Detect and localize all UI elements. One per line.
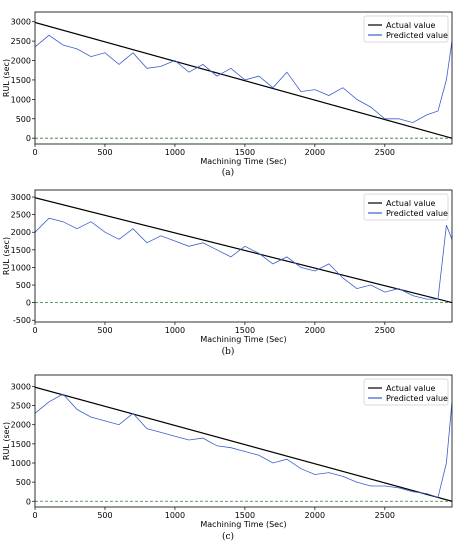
- x-tick-label: 2000: [305, 148, 325, 157]
- y-tick-label: 3000: [11, 18, 31, 27]
- x-tick-label: 500: [97, 511, 112, 520]
- y-tick-label: 0: [26, 299, 31, 308]
- x-tick-label: 2000: [305, 511, 325, 520]
- legend-label-predicted: Predicted value: [386, 31, 448, 40]
- x-tick-label: 1000: [165, 511, 185, 520]
- figure-caption: (b): [222, 346, 235, 357]
- actual-value-line: [35, 197, 452, 304]
- y-tick-label: 1500: [11, 76, 31, 85]
- y-axis-label: RUL (sec): [2, 59, 11, 97]
- predicted-value-line: [35, 217, 452, 300]
- x-tick-label: 2500: [375, 326, 395, 335]
- plot-area: [35, 21, 452, 139]
- plot-area: [35, 197, 452, 304]
- chart-panel-3: 0 500 1000 1500 2000 2500 0 500 1000 1500 2000 2500…: [2, 374, 453, 542]
- plot-area: [35, 386, 452, 502]
- figure-caption: (c): [222, 531, 234, 542]
- y-tick-label: 1500: [11, 440, 31, 449]
- x-tick-label: 1500: [235, 326, 255, 335]
- x-tick-label: 2500: [375, 148, 395, 157]
- legend-label-predicted: Predicted value: [386, 394, 448, 403]
- x-tick-label: 1500: [235, 511, 255, 520]
- y-tick-label: 1000: [11, 263, 31, 272]
- y-tick-label: 2000: [11, 57, 31, 66]
- actual-value-line: [35, 21, 452, 139]
- legend-box: [363, 15, 449, 43]
- y-tick-label: 2500: [11, 37, 31, 46]
- x-tick-label: 1000: [165, 326, 185, 335]
- x-tick-label: 500: [97, 326, 112, 335]
- legend-label-actual: Actual value: [386, 21, 436, 30]
- y-tick-label: 3000: [11, 382, 31, 391]
- y-tick-label: 2500: [11, 211, 31, 220]
- y-tick-label: 0: [26, 134, 31, 143]
- legend-label-predicted: Predicted value: [386, 209, 448, 218]
- y-tick-label: 1000: [11, 459, 31, 468]
- x-tick-label: 1000: [165, 148, 185, 157]
- legend-label-actual: Actual value: [386, 199, 436, 208]
- predicted-value-line: [35, 34, 452, 124]
- x-tick-label: 0: [32, 511, 37, 520]
- chart-panel-1: 0 500 1000 1500 2000 2500 0 500 1000 1500 2000 2500…: [2, 11, 453, 178]
- x-axis-label: Machining Time (Sec): [200, 520, 286, 529]
- axes-frame: [34, 189, 453, 323]
- x-tick-label: 2000: [305, 326, 325, 335]
- figure-caption: (a): [222, 167, 234, 178]
- y-tick-label: 500: [16, 281, 31, 290]
- x-tick-label: 2500: [375, 511, 395, 520]
- y-axis-label: RUL (sec): [2, 422, 11, 460]
- predicted-value-line: [35, 393, 452, 498]
- y-tick-label: 500: [16, 478, 31, 487]
- x-tick-label: 0: [32, 326, 37, 335]
- y-tick-label: 1000: [11, 95, 31, 104]
- y-tick-label: 3000: [11, 193, 31, 202]
- y-axis-label: RUL (sec): [2, 237, 11, 275]
- chart-panel-2: 0 500 1000 1500 2000 2500-5000500100015002000…: [2, 189, 453, 357]
- y-tick-label: 2000: [11, 421, 31, 430]
- axes-frame: [34, 11, 453, 145]
- axes-frame: [34, 374, 453, 508]
- x-tick-label: 0: [32, 148, 37, 157]
- y-tick-label: 2000: [11, 228, 31, 237]
- y-tick-label: 500: [16, 115, 31, 124]
- legend-box: [363, 378, 449, 406]
- x-axis-label: Machining Time (Sec): [200, 335, 286, 344]
- y-tick-label: 1500: [11, 246, 31, 255]
- y-tick-label: 0: [26, 497, 31, 506]
- y-tick-label: 2500: [11, 402, 31, 411]
- x-tick-label: 500: [97, 148, 112, 157]
- legend-box: [363, 193, 449, 221]
- x-axis-label: Machining Time (Sec): [200, 157, 286, 166]
- x-tick-label: 1500: [235, 148, 255, 157]
- y-tick-label: -500: [13, 316, 31, 325]
- actual-value-line: [35, 386, 452, 502]
- legend-label-actual: Actual value: [386, 384, 436, 393]
